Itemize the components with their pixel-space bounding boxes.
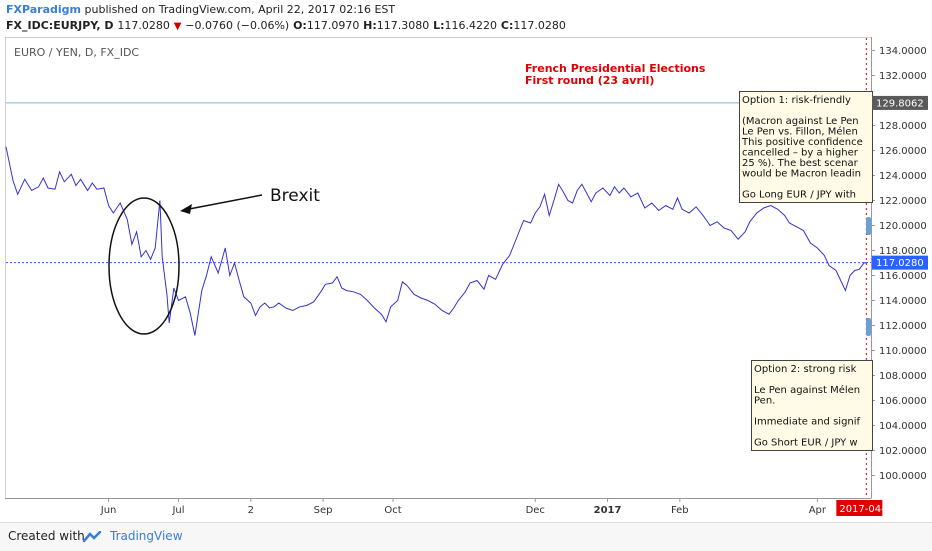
note-line: This positive confidence	[741, 137, 863, 148]
current-price-label: 117.0280	[876, 258, 924, 269]
x-tick-label: Apr	[809, 505, 827, 516]
symbol-label: FX_IDC:EURJPY, D	[6, 19, 114, 32]
arrowhead-icon	[180, 204, 192, 214]
y-tick-label: 118.0000	[879, 246, 927, 257]
note-line: Go Short EUR / JPY w	[754, 438, 858, 449]
x-tick-label: 2	[248, 505, 254, 516]
x-tick-label: Sep	[314, 505, 333, 516]
note-option-1-box	[739, 91, 873, 203]
y-tick-label: 114.0000	[879, 296, 927, 307]
x-tick-label: Oct	[384, 505, 401, 516]
note-line: 25 %). The best scenar	[742, 158, 859, 169]
close-label: C:	[500, 19, 514, 32]
y-tick-label: 120.0000	[879, 221, 927, 232]
y-tick-label: 122.0000	[879, 196, 927, 207]
note-line: Go Long EUR / JPY with	[742, 190, 856, 201]
chart-header: FXParadigm published on TradingView.com,…	[6, 2, 566, 35]
down-arrow-icon: ▼	[173, 21, 182, 32]
brexit-label: Brexit	[270, 186, 320, 206]
current-price-tag: 117.0280	[872, 255, 928, 270]
tradingview-link[interactable]: TradingView	[110, 529, 183, 543]
chart-title: EURO / YEN, D, FX_IDC	[14, 46, 139, 59]
publish-line: FXParadigm published on TradingView.com,…	[6, 2, 566, 18]
y-tick-label: 134.0000	[879, 46, 927, 57]
y-tick-label: 132.0000	[879, 71, 927, 82]
alert-handle-lower[interactable]	[866, 318, 871, 336]
y-tick-label: 100.0000	[879, 471, 927, 482]
note-option-2-box	[751, 360, 873, 451]
note-line: cancelled – by a higher	[742, 148, 859, 159]
ohlc-line: FX_IDC:EURJPY, D 117.0280 ▼ −0.0760 (−0.…	[6, 18, 566, 35]
french-title-line-2: First round (23 avril)	[525, 74, 654, 87]
y-tick-label: 112.0000	[879, 321, 927, 332]
x-tick-label: 2017	[594, 505, 622, 516]
note-line: would be Macron leadin	[742, 169, 861, 180]
y-tick-label: 104.0000	[879, 421, 927, 432]
hline-price-label: 129.8062	[876, 98, 924, 109]
low-label: L:	[433, 19, 445, 32]
french-title-line-1: French Presidential Elections	[525, 62, 706, 75]
brexit-arrow	[183, 194, 263, 211]
created-with-label: Created with	[8, 529, 85, 543]
high-label: H:	[363, 19, 377, 32]
y-tick-label: 126.0000	[879, 146, 927, 157]
y-tick-label: 128.0000	[879, 121, 927, 132]
note-option-2[interactable]: Option 2: strong risk Le Pen against Méle…	[751, 360, 873, 451]
x-axis: Jun Jul 2 Sep Oct Dec 2017 Feb Apr	[100, 498, 827, 516]
note-option-1[interactable]: Option 1: risk-friendly (Macron against L…	[739, 91, 873, 203]
y-tick-label: 110.0000	[879, 346, 927, 357]
x-tick-label: Jul	[171, 505, 184, 516]
open-value: 117.0970	[306, 19, 360, 32]
y-tick-label: 116.0000	[879, 271, 927, 282]
brexit-ellipse	[108, 197, 180, 335]
open-label: O:	[293, 19, 307, 32]
published-text: published on TradingView.com, April 22, …	[84, 3, 396, 16]
note-line: Le Pen vs. Fillon, Mélen	[742, 126, 858, 138]
tradingview-logo-icon	[82, 531, 102, 543]
note-line: Option 1: risk-friendly	[742, 95, 851, 106]
y-tick-label: 124.0000	[879, 171, 927, 182]
last-price: 117.0280	[117, 19, 170, 32]
price-series-line	[5, 146, 867, 336]
price-change: −0.0760 (−0.06%)	[185, 19, 290, 32]
note-option-2-text: Option 2: strong risk Le Pen against Méle…	[754, 364, 861, 449]
annotation-brexit: Brexit	[108, 186, 320, 335]
price-chart[interactable]: EURO / YEN, D, FX_IDC 100.0000 102.0000 10…	[0, 0, 932, 522]
note-option-1-text: Option 1: risk-friendly (Macron against L…	[741, 95, 863, 201]
high-value: 117.3080	[376, 19, 430, 32]
note-line: Immediate and signif	[754, 417, 861, 428]
y-tick-label: 102.0000	[879, 446, 927, 457]
x-tick-label: Dec	[526, 505, 545, 516]
low-value: 116.4220	[444, 19, 498, 32]
note-line: (Macron against Le Pen	[742, 116, 859, 127]
annotation-french-elections: French Presidential Elections First roun…	[525, 62, 706, 87]
y-tick-label: 106.0000	[879, 396, 927, 407]
current-date-label: 2017-04-	[839, 504, 885, 515]
note-line: Pen.	[754, 396, 775, 407]
current-date-tag: 2017-04-	[836, 500, 885, 516]
x-tick-label: Jun	[100, 505, 117, 516]
y-tick-label: 108.0000	[879, 371, 927, 382]
note-line: Le Pen against Mélen	[754, 384, 860, 396]
close-value: 117.0280	[513, 19, 566, 32]
alert-handle-upper[interactable]	[866, 217, 871, 235]
note-line: Option 2: strong risk	[754, 364, 857, 375]
hline-price-tag: 129.8062	[872, 95, 928, 110]
author-link[interactable]: FXParadigm	[6, 3, 82, 16]
footer-bar: Created with TradingView	[0, 522, 932, 551]
x-tick-label: Feb	[671, 505, 689, 516]
